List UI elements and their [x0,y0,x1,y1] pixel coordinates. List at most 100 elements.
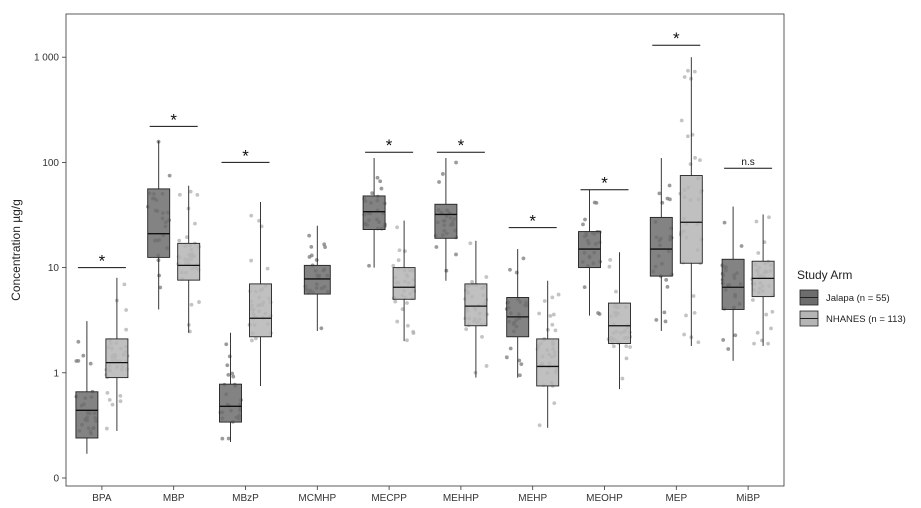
point-nhanes-mehp [553,328,558,333]
point-jalapa-mcmhp [319,326,324,331]
point-jalapa-mecpp [367,263,371,268]
point-nhanes-mehp [556,292,561,297]
x-tick-label-mecpp: MECPP [371,493,407,504]
legend-label-nhanes: NHANES (n = 113) [826,314,906,325]
point-jalapa-mcmhp [307,233,312,238]
sig-label-mehhp: * [458,136,465,155]
point-nhanes-bpa [124,308,129,312]
point-nhanes-mep [682,332,687,337]
significance-annotations: * * * * * * * * n.s [77,29,773,271]
y-tick-label: 1 000 [34,53,59,64]
point-nhanes-mbzp [249,213,254,218]
point-jalapa-meohp [582,285,587,290]
point-nhanes-mibp [770,309,775,314]
point-jalapa-mecpp [379,186,384,191]
point-nhanes-mbp [195,192,200,197]
point-jalapa-mehp [504,355,509,360]
point-nhanes-bpa [124,327,129,332]
point-nhanes-mibp [766,341,770,346]
point-jalapa-mep [664,278,669,282]
point-nhanes-mecpp [405,323,410,328]
point-nhanes-mibp [767,215,771,220]
point-jalapa-mehp [519,362,524,367]
point-jalapa-mcmhp [309,253,314,258]
plot-panel [65,13,785,487]
point-nhanes-bpa [118,399,123,404]
point-nhanes-mibp [756,251,761,255]
point-jalapa-mep [665,284,670,289]
point-nhanes-mbp [188,189,193,194]
sig-label-mbp: * [170,110,177,129]
point-nhanes-mbzp [257,218,261,223]
point-jalapa-mehhp [444,268,449,273]
point-jalapa-mehp [508,346,513,351]
point-nhanes-mehhp [473,370,478,375]
point-nhanes-meohp [624,356,629,361]
point-jalapa-mecpp [375,175,380,180]
point-jalapa-mehp [517,373,522,378]
y-tick-label: 10 [48,263,60,274]
sig-label-bpa: * [99,252,106,271]
point-jalapa-mep [662,310,667,315]
point-nhanes-mecpp [403,249,407,254]
point-nhanes-mbp [185,235,189,240]
point-nhanes-mehp [537,423,542,428]
point-nhanes-mecpp [395,225,399,230]
point-nhanes-mecpp [405,338,409,343]
point-nhanes-meohp [624,344,629,349]
point-jalapa-mcmhp [323,245,327,250]
point-jalapa-mehp [521,256,526,261]
box-nhanes-mehhp [464,283,488,327]
box-jalapa-bpa [75,391,99,439]
x-tick-label-mehhp: MEHHP [443,493,479,504]
point-jalapa-bpa [81,353,86,358]
point-nhanes-mecpp [397,248,402,253]
point-nhanes-meohp [611,344,616,349]
box-jalapa-mibp [721,258,745,310]
box-jalapa-mbp [147,188,171,258]
point-jalapa-mep [668,197,672,202]
x-tick-label-mibp: MiBP [736,493,760,504]
point-nhanes-mehp [542,299,547,303]
point-jalapa-mehp [508,267,512,272]
point-jalapa-mibp [726,347,731,351]
box-nhanes-mehp [536,338,560,387]
y-axis: 0 1 10 100 1 000 [34,53,66,485]
point-jalapa-mbp [158,285,163,290]
x-tick-label-mcmhp: MCMHP [298,493,336,504]
point-nhanes-mehhp [468,241,473,246]
point-nhanes-mep [691,294,696,298]
sig-label-mecpp: * [386,136,393,155]
point-jalapa-mibp [733,333,738,338]
x-tick-label-mbp: MBP [163,493,185,504]
sig-label-meohp: * [601,174,608,193]
box-nhanes-mep [679,175,703,264]
point-nhanes-mep [692,310,697,315]
point-jalapa-mehhp [437,180,441,184]
point-nhanes-mbp [189,302,194,307]
point-nhanes-mehhp [464,327,469,331]
sig-label-mbzp: * [242,146,249,165]
point-jalapa-mbzp [230,371,235,376]
point-jalapa-mehhp [434,245,439,249]
point-jalapa-mibp [721,338,726,342]
x-axis: BPA MBP MBzP MCMHP MECPP MEHHP MEHP MEOHP MEP MiB… [92,486,760,504]
point-jalapa-mehp [517,358,522,363]
point-nhanes-mep [686,68,690,73]
point-nhanes-mep [696,340,701,345]
point-jalapa-mbzp [226,372,231,377]
point-nhanes-mep [684,313,688,318]
point-nhanes-mbp [177,192,182,197]
sig-label-mehp: * [529,212,536,231]
point-nhanes-mbp [193,221,197,226]
point-jalapa-meohp [592,200,597,205]
box-jalapa-mbzp [219,383,242,423]
point-nhanes-mehp [550,322,555,327]
point-nhanes-bpa [122,282,127,287]
point-jalapa-mcmhp [309,244,314,249]
point-jalapa-meohp [597,312,602,316]
point-jalapa-mep [663,319,668,324]
point-nhanes-mehhp [484,364,489,368]
point-nhanes-mibp [762,240,767,245]
